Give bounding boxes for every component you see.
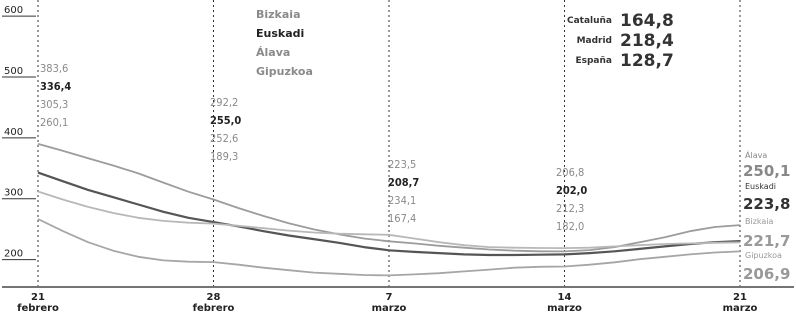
data-label-lava: 206,8: [556, 166, 584, 179]
end-label-value: 206,9: [743, 265, 790, 283]
data-label-lava: 223,5: [388, 158, 416, 171]
data-label-bizkaia: 234,1: [388, 194, 416, 207]
x-tick-day: 21: [31, 292, 45, 303]
legend-entry: Gipuzkoa: [256, 65, 313, 78]
x-tick-month: marzo: [547, 303, 582, 314]
end-label-name: Gipuzkoa: [745, 251, 782, 260]
end-label-name: Álava: [745, 149, 767, 160]
y-tick-label: 200: [4, 249, 23, 260]
x-tick-day: 7: [386, 292, 393, 303]
series-line-bizkaia: [37, 190, 741, 250]
data-label-bizkaia: 305,3: [40, 98, 68, 111]
region-value: 218,4: [620, 31, 674, 51]
region-name: Madrid: [577, 36, 612, 46]
y-tick-label: 600: [4, 5, 23, 16]
region-name: España: [575, 56, 612, 66]
x-tick-day: 28: [207, 292, 221, 303]
legend-entry: Álava: [256, 46, 290, 59]
x-tick-day: 21: [733, 292, 747, 303]
region-name: Cataluña: [567, 16, 612, 26]
data-label-euskadi: 255,0: [210, 114, 241, 127]
y-tick-label: 300: [4, 188, 23, 199]
data-label-lava: 292,2: [210, 96, 238, 109]
data-label-lava: 383,6: [40, 62, 68, 75]
region-value: 128,7: [620, 51, 674, 71]
data-label-gipuzkoa: 189,3: [210, 150, 238, 163]
y-tick-label: 400: [4, 127, 23, 138]
end-label-value: 250,1: [743, 162, 790, 180]
data-label-euskadi: 208,7: [388, 176, 419, 189]
end-label-name: Euskadi: [745, 182, 776, 191]
data-label-gipuzkoa: 182,0: [556, 220, 584, 233]
end-label-value: 221,7: [743, 232, 790, 250]
data-label-gipuzkoa: 260,1: [40, 116, 68, 129]
data-label-euskadi: 202,0: [556, 184, 587, 197]
x-tick-month: marzo: [723, 303, 758, 314]
x-tick-month: febrero: [17, 303, 59, 314]
data-label-bizkaia: 212,3: [556, 202, 584, 215]
y-tick-label: 500: [4, 66, 23, 77]
data-label-euskadi: 336,4: [40, 80, 71, 93]
legend-entry: Bizkaia: [256, 8, 301, 21]
series-line-euskadi: [37, 171, 741, 257]
data-label-bizkaia: 252,6: [210, 132, 238, 145]
legend-entry: Euskadi: [256, 27, 304, 40]
x-tick-month: marzo: [372, 303, 407, 314]
series-line-gipuzkoa: [37, 218, 741, 277]
end-label-value: 223,8: [743, 195, 790, 213]
end-label-name: Bizkaia: [745, 217, 774, 226]
region-value: 164,8: [620, 11, 674, 31]
x-tick-month: febrero: [193, 303, 235, 314]
data-label-gipuzkoa: 167,4: [388, 212, 416, 225]
x-tick-day: 14: [558, 292, 572, 303]
